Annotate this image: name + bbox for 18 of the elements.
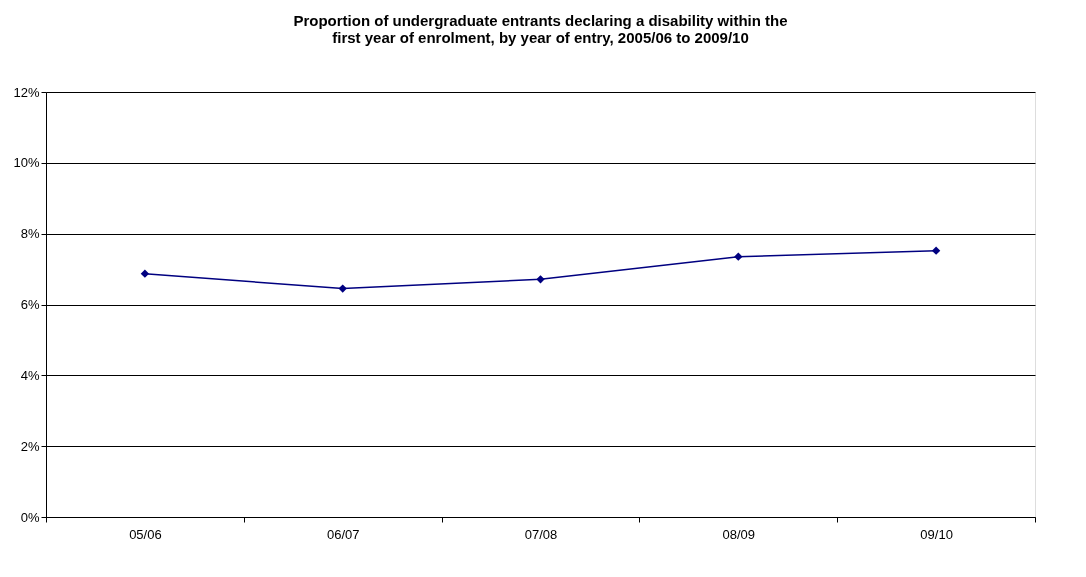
y-tick-label: 10% <box>13 155 40 171</box>
y-tick-label: 2% <box>20 438 40 454</box>
chart-title: Proportion of undergraduate entrants declaring a disability within the first year of enrolment, by year of entry, 2005/06 to 2009/10 <box>293 12 788 46</box>
x-tick-label: 09/10 <box>920 526 953 542</box>
point <box>536 275 545 284</box>
point <box>734 252 743 261</box>
y-tick-label: 8% <box>20 226 40 242</box>
point <box>338 284 347 293</box>
x-tick-label: 07/08 <box>524 526 558 542</box>
point <box>931 246 941 255</box>
y-tick-label: 4% <box>20 367 40 383</box>
x-tick-label: 05/06 <box>129 526 162 542</box>
y-tick-label: 6% <box>20 297 40 312</box>
y-tick-label: 12% <box>13 84 40 100</box>
point <box>140 269 150 278</box>
x-tick-label: 08/09 <box>722 526 756 542</box>
x-tick-label: 06/07 <box>326 526 360 542</box>
y-tick-label: 0% <box>20 509 40 525</box>
